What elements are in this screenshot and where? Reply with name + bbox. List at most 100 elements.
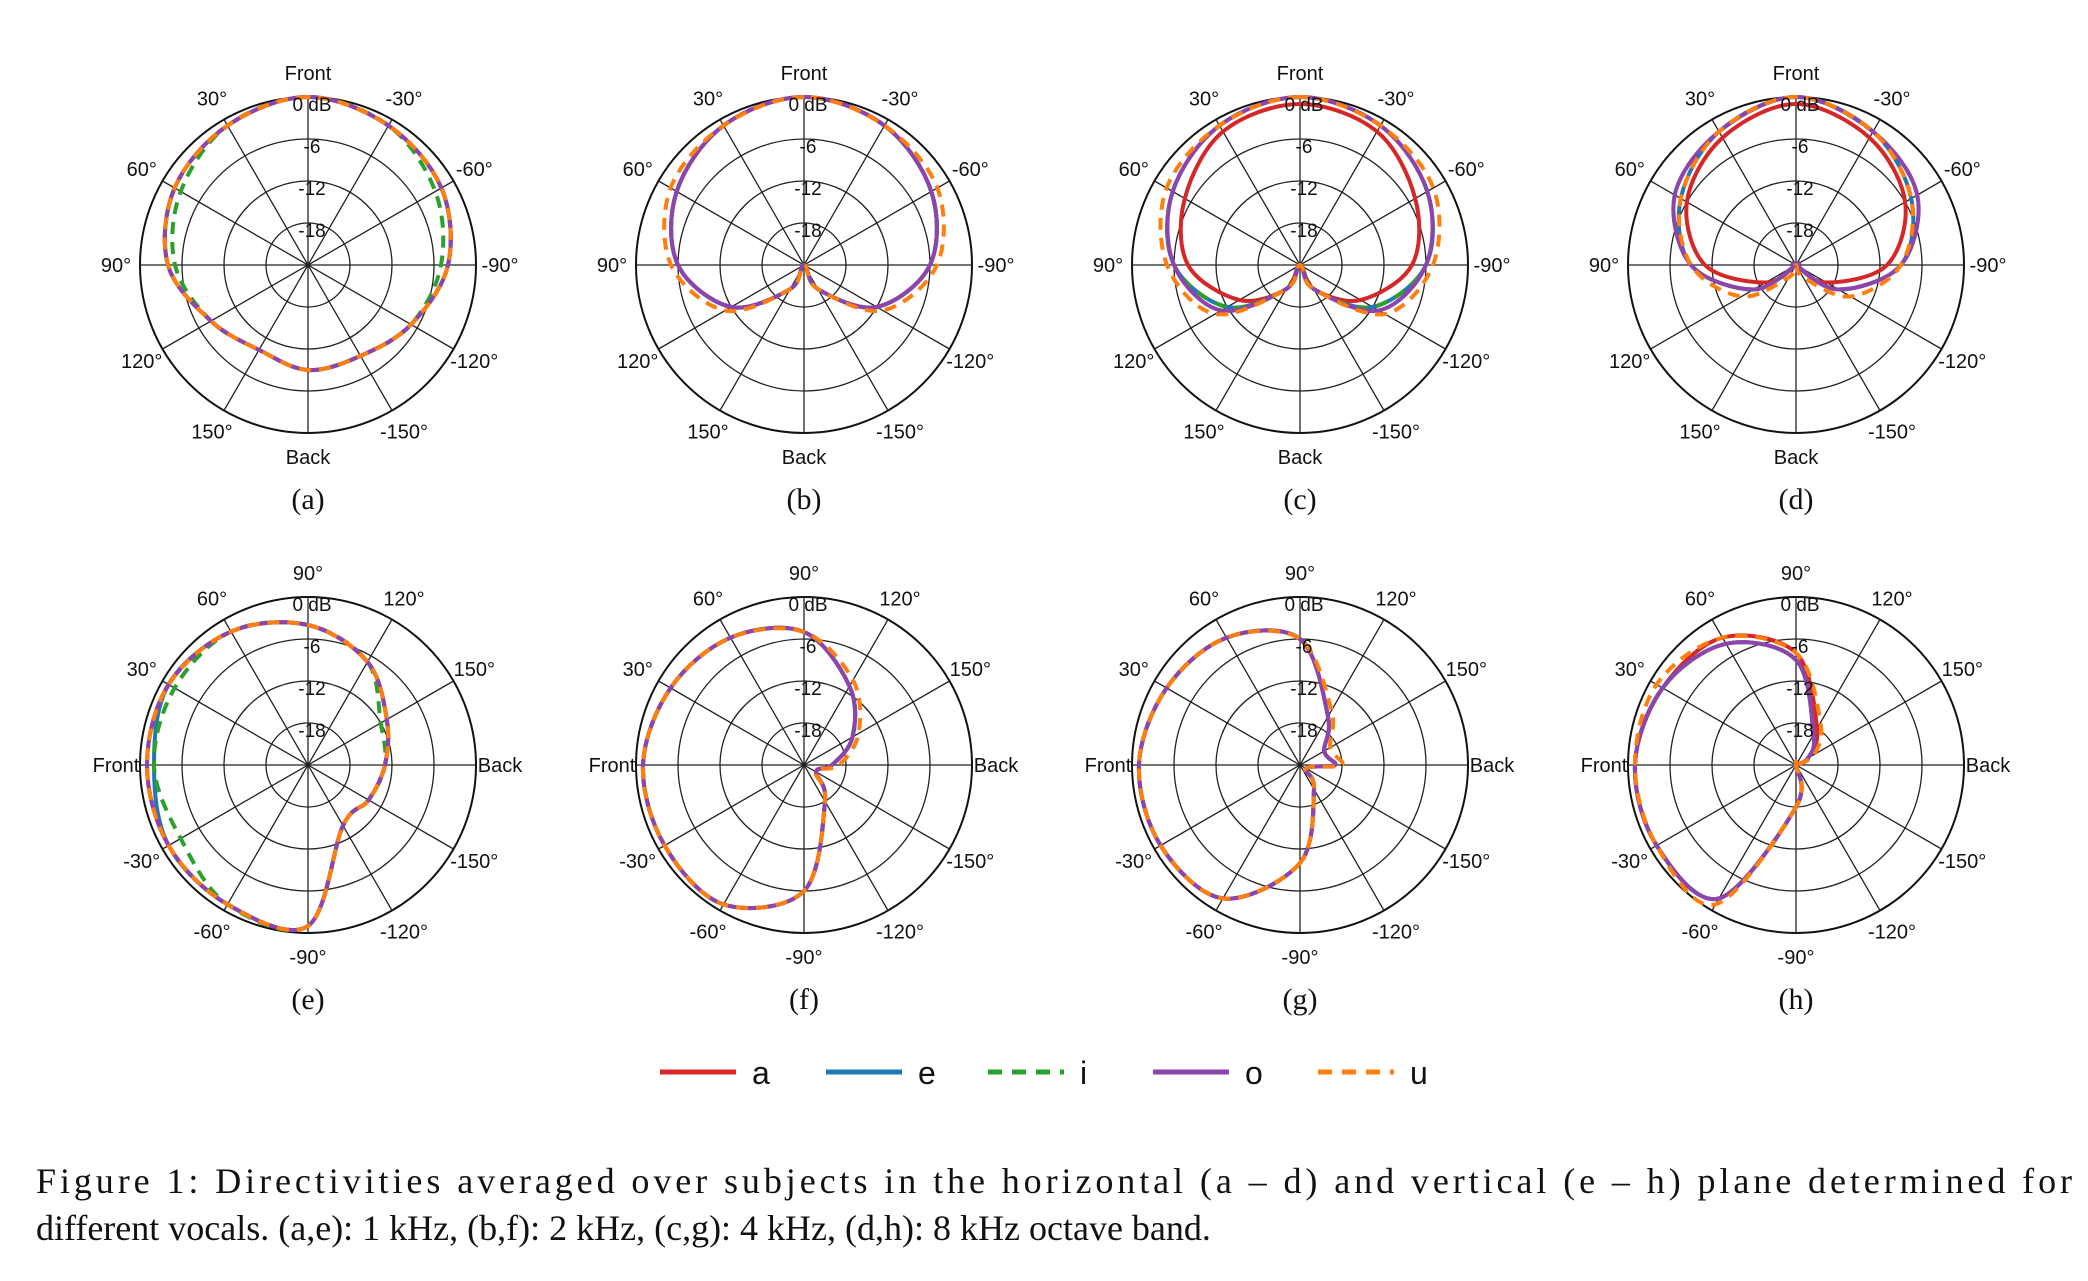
ring-label: -6	[1296, 137, 1313, 158]
ring-label: 0 dB	[292, 595, 331, 616]
angle-label: Front	[93, 755, 140, 777]
polar-panel: 0 dB -6 -12 -18 90° 120° 150° Back -150° -120° -90…	[1085, 563, 1516, 1016]
angle-label: -150°	[1442, 851, 1490, 873]
series-u-line	[1677, 95, 1915, 299]
series-u-line	[1158, 95, 1442, 317]
ring-label: -18	[1786, 221, 1813, 242]
caption-line-2: different vocals. (a,e): 1 kHz, (b,f): 2…	[36, 1208, 1211, 1248]
angle-label: -60°	[194, 921, 231, 943]
angle-label: 150°	[1942, 659, 1983, 681]
angle-label: -150°	[1372, 421, 1420, 443]
angle-label: -30°	[1378, 89, 1415, 111]
ring-label: 0 dB	[788, 95, 827, 116]
legend-label-o: o	[1245, 1055, 1263, 1091]
ring-label: -6	[304, 137, 321, 158]
angle-label: -60°	[1186, 921, 1223, 943]
angle-label: -60°	[456, 159, 493, 181]
angle-label: 150°	[1183, 421, 1224, 443]
ring-label: -6	[800, 137, 817, 158]
angle-label: 60°	[1189, 589, 1219, 611]
angle-label: 60°	[1119, 159, 1149, 181]
angle-label: -90°	[1970, 255, 2007, 277]
ring-label: -18	[298, 221, 325, 242]
angle-label: -150°	[876, 421, 924, 443]
polar-panels: 0 dB -6 -12 -18 Front -30° -60° -90° -120° -150° B…	[93, 63, 2012, 1016]
angle-label: Back	[974, 755, 1019, 777]
angle-label: Front	[1085, 755, 1132, 777]
panel-label: (g)	[1283, 983, 1318, 1016]
ring-label: -12	[1290, 679, 1317, 700]
angle-label: -30°	[882, 89, 919, 111]
series-u-line	[162, 95, 453, 373]
angle-label: -150°	[380, 421, 428, 443]
angle-label: 120°	[1375, 589, 1416, 611]
angle-label: -60°	[952, 159, 989, 181]
angle-label: Back	[1966, 755, 2011, 777]
angle-label: -120°	[1372, 921, 1420, 943]
ring-label: -6	[1792, 137, 1809, 158]
ring-label: -18	[1786, 721, 1813, 742]
angle-label: -90°	[1282, 947, 1319, 969]
series-u-line	[1136, 628, 1345, 901]
angle-label: -90°	[1778, 947, 1815, 969]
polar-panel: 0 dB -6 -12 -18 Front -30° -60° -90° -120° -150° B…	[1589, 63, 2007, 516]
angle-label: 90°	[101, 255, 131, 277]
angle-label: 60°	[623, 159, 653, 181]
angle-label: -150°	[1868, 421, 1916, 443]
ring-label: -6	[304, 637, 321, 658]
angle-label: 150°	[1679, 421, 1720, 443]
angle-label: Front	[589, 755, 636, 777]
series-u-line	[1633, 633, 1824, 907]
angle-label: -90°	[1474, 255, 1511, 277]
angle-label: -150°	[450, 851, 498, 873]
angle-label: -90°	[786, 947, 823, 969]
angle-label: 60°	[693, 589, 723, 611]
ring-label: -12	[794, 179, 821, 200]
series-u-line	[662, 95, 946, 314]
angle-label: -30°	[619, 851, 656, 873]
ring-label: -18	[794, 221, 821, 242]
angle-label: -30°	[123, 851, 160, 873]
angle-label: -90°	[482, 255, 519, 277]
polar-panel: 0 dB -6 -12 -18 90° 120° 150° Back -150° -120° -90…	[589, 563, 1020, 1016]
polar-panel: 0 dB -6 -12 -18 90° 120° 150° Back -150° -120° -90…	[93, 563, 524, 1016]
legend-label-a: a	[752, 1055, 770, 1091]
ring-label: -6	[800, 637, 817, 658]
panel-label: (f)	[789, 983, 819, 1016]
ring-label: -18	[298, 721, 325, 742]
angle-label: 30°	[127, 659, 157, 681]
angle-label: -120°	[380, 921, 428, 943]
angle-label: 30°	[623, 659, 653, 681]
angle-label: 120°	[1871, 589, 1912, 611]
angle-label: Back	[478, 755, 523, 777]
angle-label: 30°	[1685, 89, 1715, 111]
angle-label: Back	[1470, 755, 1515, 777]
ring-label: -6	[1296, 637, 1313, 658]
angle-label: -60°	[1944, 159, 1981, 181]
angle-label: Back	[1774, 447, 1819, 469]
angle-label: 90°	[1589, 255, 1619, 277]
angle-label: 120°	[617, 351, 658, 373]
angle-label: 90°	[597, 255, 627, 277]
angle-label: 120°	[1113, 351, 1154, 373]
angle-label: 30°	[1119, 659, 1149, 681]
angle-label: Front	[285, 63, 332, 85]
polar-panel: 0 dB -6 -12 -18 Front -30° -60° -90° -120° -150° B…	[101, 63, 519, 516]
grid-spoke	[162, 680, 454, 850]
angle-label: 60°	[127, 159, 157, 181]
angle-label: 120°	[1609, 351, 1650, 373]
angle-label: -120°	[450, 351, 498, 373]
ring-label: -6	[1792, 637, 1809, 658]
grid-spoke	[658, 680, 950, 850]
polar-panel: 0 dB -6 -12 -18 Front -30° -60° -90° -120° -150° B…	[1093, 63, 1511, 516]
angle-label: -30°	[386, 89, 423, 111]
ring-label: -12	[1786, 679, 1813, 700]
angle-label: -120°	[1938, 351, 1986, 373]
series-a-line	[1632, 633, 1820, 902]
ring-label: -12	[298, 679, 325, 700]
panel-label: (d)	[1779, 483, 1814, 516]
grid-spoke	[223, 119, 393, 411]
angle-label: -120°	[876, 921, 924, 943]
